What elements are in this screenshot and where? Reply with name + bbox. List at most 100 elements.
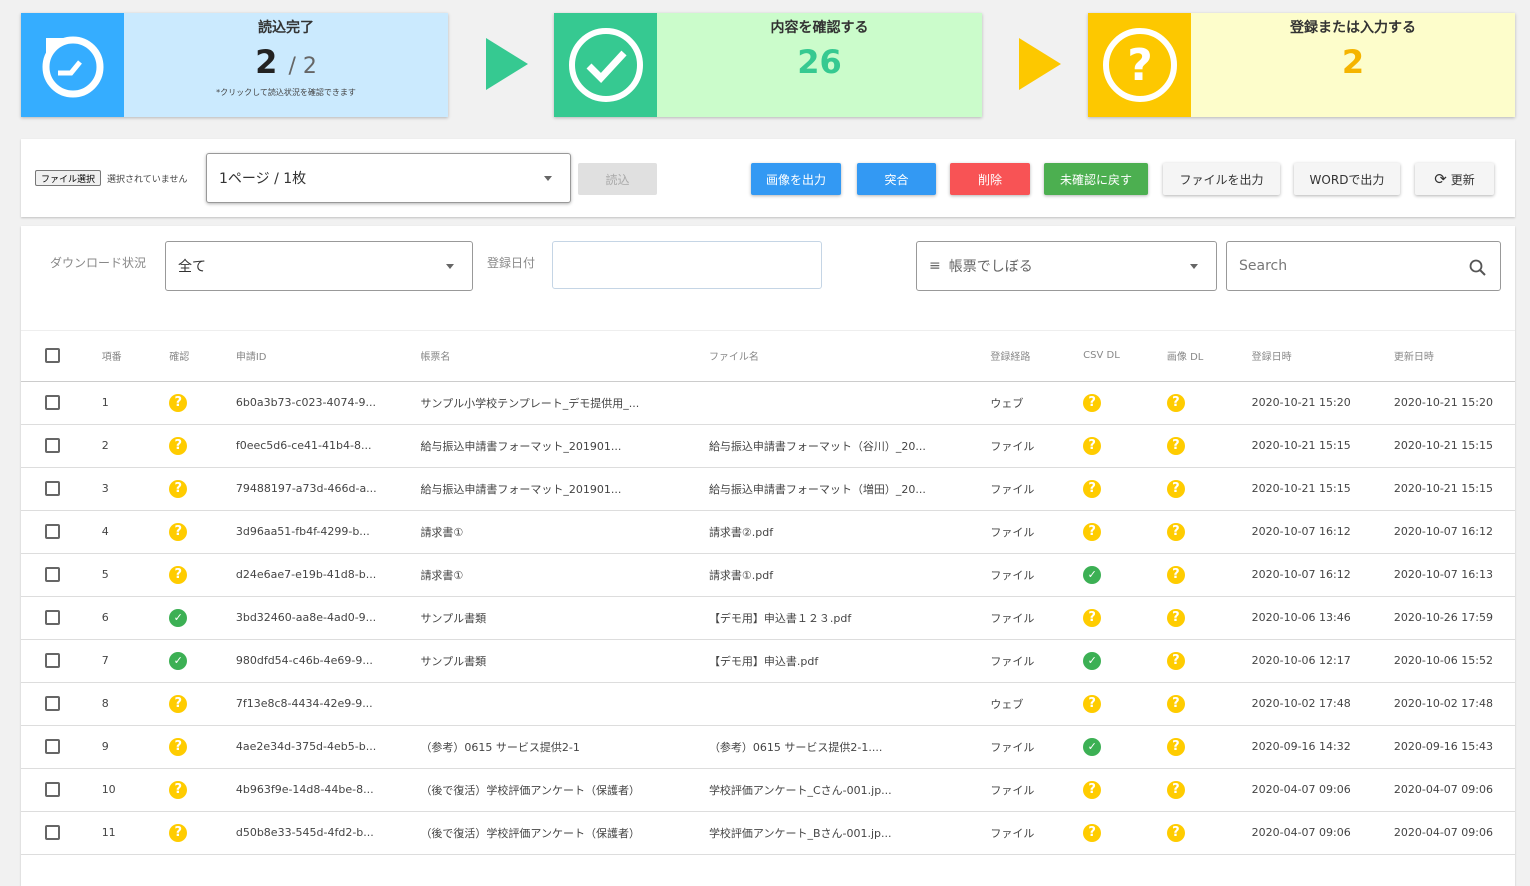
page-select[interactable]: 1ページ / 1枚 xyxy=(206,153,571,203)
search-input[interactable]: Search xyxy=(1226,241,1501,291)
registration-route: ファイル xyxy=(990,768,1084,812)
row-checkbox[interactable] xyxy=(45,567,60,582)
card-note: *クリックして読込状況を確認できます xyxy=(216,88,356,97)
check-circle-icon: ✓ xyxy=(169,651,188,670)
question-circle-icon: ? xyxy=(1083,823,1102,842)
confirm-summary-card[interactable]: 内容を確認する 26 xyxy=(554,13,982,117)
file-name: （参考）0615 サービス提供2-1.... xyxy=(708,725,991,769)
table-row[interactable]: 8? 7f13e8c8-4434-42e9-9... ウェブ?? 2020-10-02… xyxy=(21,682,1515,726)
created-at: 2020-10-06 13:46 xyxy=(1251,596,1394,640)
refresh-button[interactable]: ⟳ 更新 xyxy=(1415,163,1494,195)
question-circle-icon: ? xyxy=(1166,393,1185,412)
column-header[interactable]: 登録日時 xyxy=(1251,331,1394,382)
row-checkbox[interactable] xyxy=(45,610,60,625)
form-filter-select[interactable]: ≡ 帳票でしぼる xyxy=(916,241,1217,291)
question-circle-icon: ? xyxy=(1083,479,1102,498)
file-select-button[interactable]: ファイル選択 xyxy=(35,170,102,186)
table-row[interactable]: 2? f0eec5d6-ce41-41b4-8... 給与振込申請書フォーマット_2… xyxy=(21,424,1515,468)
table-row[interactable]: 9? 4ae2e34d-375d-4eb5-b... （参考）0615 サービス提供… xyxy=(21,725,1515,769)
question-circle-icon: ? xyxy=(169,780,188,799)
row-checkbox[interactable] xyxy=(45,524,60,539)
row-number: 6 xyxy=(101,596,170,640)
updated-at: 2020-10-07 16:13 xyxy=(1393,553,1515,597)
application-id: 6b0a3b73-c023-4074-9... xyxy=(235,381,421,425)
column-header[interactable]: ファイル名 xyxy=(708,331,991,382)
created-at: 2020-10-07 16:12 xyxy=(1251,553,1394,597)
column-header[interactable]: 更新日時 xyxy=(1393,331,1515,382)
created-at: 2020-09-16 14:32 xyxy=(1251,725,1394,769)
load-button[interactable]: 読込 xyxy=(578,163,657,195)
download-status-select[interactable]: 全て xyxy=(165,241,473,291)
row-number: 5 xyxy=(101,553,170,597)
registration-route: ファイル xyxy=(990,510,1084,554)
application-id: f0eec5d6-ce41-41b4-8... xyxy=(235,424,421,468)
form-name: 請求書① xyxy=(420,553,709,597)
chevron-down-icon xyxy=(1190,264,1198,269)
table-row[interactable]: 4? 3d96aa51-fb4f-4299-b... 請求書① 請求書②.pdf ファイ… xyxy=(21,510,1515,554)
table-row[interactable]: 10? 4b963f9e-14d8-44be-8... （後で復活）学校評価アンケー… xyxy=(21,768,1515,812)
question-circle-icon: ? xyxy=(1166,479,1185,498)
updated-at: 2020-04-07 09:06 xyxy=(1393,811,1515,855)
export-image-button[interactable]: 画像を出力 xyxy=(751,163,841,195)
question-circle-icon: ? xyxy=(1083,608,1102,627)
download-status-label: ダウンロード状況 xyxy=(50,256,147,270)
column-header[interactable]: 登録経路 xyxy=(990,331,1084,382)
row-checkbox[interactable] xyxy=(45,782,60,797)
chevron-down-icon xyxy=(544,176,552,181)
question-circle-icon: ? xyxy=(1083,780,1102,799)
table-row[interactable]: 5? d24e6ae7-e19b-41d8-b... 請求書① 請求書①.pdf ファイ… xyxy=(21,553,1515,597)
delete-button[interactable]: 削除 xyxy=(950,163,1030,195)
loaded-summary-card[interactable]: 読込完了 2 / 2 *クリックして読込状況を確認できます xyxy=(21,13,448,117)
form-name: （後で復活）学校評価アンケート（保護者） xyxy=(420,768,709,812)
question-circle-icon: ? xyxy=(1083,694,1102,713)
row-checkbox[interactable] xyxy=(45,653,60,668)
chevron-down-icon xyxy=(446,264,454,269)
table-row[interactable]: 3? 79488197-a73d-466d-a... 給与振込申請書フォーマット_2… xyxy=(21,467,1515,511)
registration-route: ファイル xyxy=(990,639,1084,683)
file-name: 学校評価アンケート_Bさん-001.jp... xyxy=(708,811,991,855)
question-circle-icon: ? xyxy=(1166,565,1185,584)
file-name xyxy=(708,381,991,425)
column-header[interactable]: CSV DL xyxy=(1083,331,1167,382)
created-at: 2020-04-07 09:06 xyxy=(1251,768,1394,812)
updated-at: 2020-10-07 16:12 xyxy=(1393,510,1515,554)
table-row[interactable]: 7 ✓ 980dfd54-c46b-4e69-9... サンプル書類 【デモ用】申込書.… xyxy=(21,639,1515,683)
row-checkbox[interactable] xyxy=(45,481,60,496)
loaded-total: / 2 xyxy=(288,54,317,79)
table-row[interactable]: 11? d50b8e33-545d-4fd2-b... （後で復活）学校評価アンケー… xyxy=(21,811,1515,855)
registration-route: ファイル xyxy=(990,467,1084,511)
date-input[interactable] xyxy=(552,241,822,289)
row-number: 11 xyxy=(101,811,170,855)
toolbar: ファイル選択 選択されていません 1ページ / 1枚 読込 画像を出力 突合 削… xyxy=(21,139,1515,217)
table-row[interactable]: 6 ✓ 3bd32460-aa8e-4ad0-9... サンプル書類 【デモ用】申込書１… xyxy=(21,596,1515,640)
column-header[interactable]: 項番 xyxy=(101,331,170,382)
column-header[interactable]: 画像 DL xyxy=(1166,331,1252,382)
row-checkbox[interactable] xyxy=(45,739,60,754)
registration-route: ファイル xyxy=(990,811,1084,855)
export-file-button[interactable]: ファイルを出力 xyxy=(1163,163,1280,195)
question-circle-icon: ? xyxy=(169,737,188,756)
file-name: 【デモ用】申込書１２３.pdf xyxy=(708,596,991,640)
row-checkbox[interactable] xyxy=(45,395,60,410)
register-summary-card[interactable]: ? 登録または入力する 2 xyxy=(1088,13,1515,117)
column-header[interactable]: 申請ID xyxy=(235,331,421,382)
export-word-button[interactable]: WORDで出力 xyxy=(1294,163,1400,195)
unconfirm-button[interactable]: 未確認に戻す xyxy=(1044,163,1148,195)
match-button[interactable]: 突合 xyxy=(857,163,936,195)
row-checkbox[interactable] xyxy=(45,696,60,711)
question-circle-icon: ? xyxy=(169,436,188,455)
row-number: 2 xyxy=(101,424,170,468)
form-name: サンプル書類 xyxy=(420,639,709,683)
column-header[interactable]: 確認 xyxy=(169,331,236,382)
row-checkbox[interactable] xyxy=(45,825,60,840)
form-name xyxy=(420,682,709,726)
row-checkbox[interactable] xyxy=(45,438,60,453)
updated-at: 2020-10-26 17:59 xyxy=(1393,596,1515,640)
table-row[interactable]: 1? 6b0a3b73-c023-4074-9... サンプル小学校テンプレート_デ… xyxy=(21,381,1515,425)
created-at: 2020-10-21 15:15 xyxy=(1251,424,1394,468)
form-name: 請求書① xyxy=(420,510,709,554)
application-id: 3bd32460-aa8e-4ad0-9... xyxy=(235,596,421,640)
select-all-checkbox[interactable] xyxy=(45,348,60,364)
column-header[interactable]: 帳票名 xyxy=(420,331,709,382)
registration-route: ファイル xyxy=(990,725,1084,769)
